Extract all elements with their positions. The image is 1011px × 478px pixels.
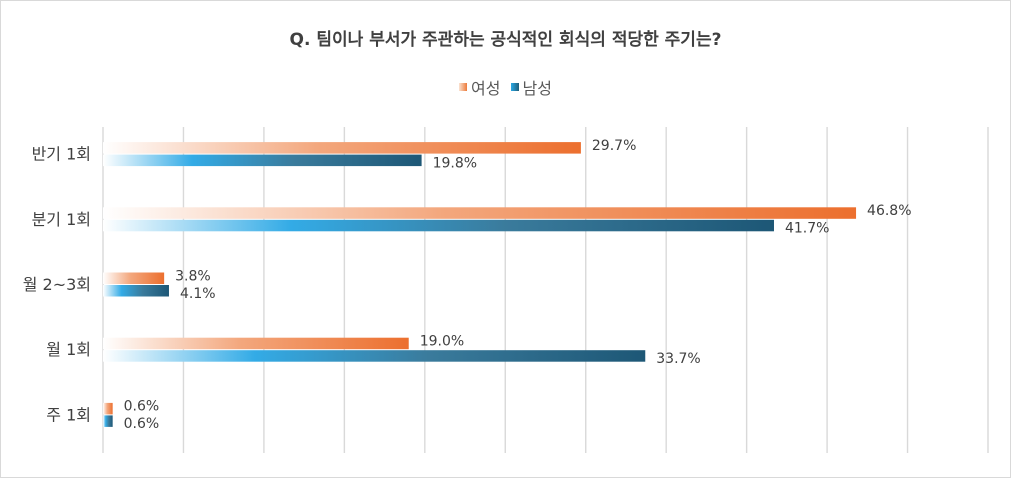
data-label-male: 4.1% [180,286,216,302]
legend-swatch-female [459,83,468,91]
bar-male [103,350,646,362]
bar-female [103,207,857,219]
data-label-female: 19.0% [420,333,464,349]
legend: 여성 남성 [1,75,1010,99]
legend-swatch-male [510,83,519,91]
bar-female [103,337,409,350]
chart-title: Q. 팀이나 부서가 주관하는 공식적인 회식의 적당한 주기는? [289,30,722,50]
data-label-male: 19.8% [433,155,477,171]
bar-male [103,219,774,232]
bar-male [103,415,113,427]
legend-label-female: 여성 [471,79,501,98]
legend-label-male: 남성 [522,79,552,98]
data-label-female: 46.8% [867,203,911,219]
data-label-female: 3.8% [175,268,211,284]
category-label: 분기 1회 [32,210,91,229]
data-label-male: 0.6% [124,416,160,432]
bar-female [103,272,165,284]
bar-female [103,142,581,154]
legend-item-female: 여성 [459,75,501,99]
category-label: 월 2~3회 [23,275,91,294]
data-label-female: 0.6% [124,399,160,415]
bar-female [103,402,113,415]
bar-male [103,285,169,297]
legend-item-male: 남성 [510,75,552,99]
data-label-male: 33.7% [656,351,700,367]
category-label: 월 1회 [46,340,91,359]
category-label: 반기 1회 [32,145,91,164]
category-label: 주 1회 [46,405,91,424]
bar-male [103,154,422,167]
data-label-male: 41.7% [785,221,829,237]
data-label-female: 29.7% [592,138,636,154]
